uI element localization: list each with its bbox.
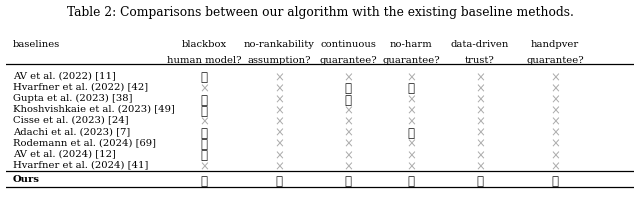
Text: ×: × xyxy=(475,83,485,96)
Text: guarantee?: guarantee? xyxy=(526,56,584,65)
Text: ×: × xyxy=(343,71,353,84)
Text: ✓: ✓ xyxy=(200,127,207,140)
Text: AV et al. (2024) [12]: AV et al. (2024) [12] xyxy=(13,149,116,158)
Text: ✓: ✓ xyxy=(345,83,352,96)
Text: ×: × xyxy=(343,105,353,118)
Text: ✓: ✓ xyxy=(345,94,352,107)
Text: ×: × xyxy=(475,138,485,151)
Text: ×: × xyxy=(275,105,284,118)
Text: ×: × xyxy=(550,116,560,129)
Text: ×: × xyxy=(275,149,284,162)
Text: guarantee?: guarantee? xyxy=(382,56,440,65)
Text: no-harm: no-harm xyxy=(390,40,432,49)
Text: ✓: ✓ xyxy=(345,175,352,188)
Text: ×: × xyxy=(275,160,284,173)
Text: ✓: ✓ xyxy=(200,138,207,151)
Text: ✓: ✓ xyxy=(408,83,415,96)
Text: Table 2: Comparisons between our algorithm with the existing baseline methods.: Table 2: Comparisons between our algorit… xyxy=(67,6,573,19)
Text: ×: × xyxy=(275,71,284,84)
Text: Gupta et al. (2023) [38]: Gupta et al. (2023) [38] xyxy=(13,94,132,103)
Text: ×: × xyxy=(406,138,416,151)
Text: ×: × xyxy=(199,83,209,96)
Text: ✓: ✓ xyxy=(200,105,207,118)
Text: ×: × xyxy=(475,160,485,173)
Text: Hvarfner et al. (2024) [41]: Hvarfner et al. (2024) [41] xyxy=(13,160,148,169)
Text: ×: × xyxy=(550,149,560,162)
Text: ×: × xyxy=(275,116,284,129)
Text: ×: × xyxy=(343,149,353,162)
Text: assumption?: assumption? xyxy=(248,56,311,65)
Text: ✓: ✓ xyxy=(552,175,559,188)
Text: Adachi et al. (2023) [7]: Adachi et al. (2023) [7] xyxy=(13,127,130,136)
Text: ✓: ✓ xyxy=(476,175,483,188)
Text: ×: × xyxy=(475,105,485,118)
Text: baselines: baselines xyxy=(13,40,60,49)
Text: ×: × xyxy=(550,71,560,84)
Text: ×: × xyxy=(406,105,416,118)
Text: ×: × xyxy=(343,160,353,173)
Text: ×: × xyxy=(406,160,416,173)
Text: ×: × xyxy=(343,138,353,151)
Text: ×: × xyxy=(550,94,560,107)
Text: ✓: ✓ xyxy=(408,127,415,140)
Text: ✓: ✓ xyxy=(200,94,207,107)
Text: handpver: handpver xyxy=(531,40,579,49)
Text: ✓: ✓ xyxy=(200,71,207,84)
Text: guarantee?: guarantee? xyxy=(319,56,377,65)
Text: ×: × xyxy=(406,149,416,162)
Text: Cisse et al. (2023) [24]: Cisse et al. (2023) [24] xyxy=(13,116,128,125)
Text: ×: × xyxy=(550,105,560,118)
Text: ×: × xyxy=(550,83,560,96)
Text: ×: × xyxy=(406,94,416,107)
Text: ×: × xyxy=(343,127,353,140)
Text: ×: × xyxy=(275,83,284,96)
Text: no-rankability: no-rankability xyxy=(244,40,315,49)
Text: ×: × xyxy=(550,160,560,173)
Text: Rodemann et al. (2024) [69]: Rodemann et al. (2024) [69] xyxy=(13,138,156,147)
Text: ×: × xyxy=(475,71,485,84)
Text: continuous: continuous xyxy=(320,40,376,49)
Text: ×: × xyxy=(475,127,485,140)
Text: data-driven: data-driven xyxy=(451,40,509,49)
Text: blackbox: blackbox xyxy=(181,40,227,49)
Text: ×: × xyxy=(199,160,209,173)
Text: ×: × xyxy=(475,116,485,129)
Text: ×: × xyxy=(475,149,485,162)
Text: ✓: ✓ xyxy=(200,175,207,188)
Text: ×: × xyxy=(406,116,416,129)
Text: ×: × xyxy=(275,138,284,151)
Text: ×: × xyxy=(343,116,353,129)
Text: Ours: Ours xyxy=(13,175,40,184)
Text: Hvarfner et al. (2022) [42]: Hvarfner et al. (2022) [42] xyxy=(13,83,148,91)
Text: ×: × xyxy=(406,71,416,84)
Text: ×: × xyxy=(275,127,284,140)
Text: ×: × xyxy=(199,116,209,129)
Text: ×: × xyxy=(550,127,560,140)
Text: trust?: trust? xyxy=(465,56,495,65)
Text: Khoshvishkaie et al. (2023) [49]: Khoshvishkaie et al. (2023) [49] xyxy=(13,105,175,114)
Text: ✓: ✓ xyxy=(200,149,207,162)
Text: AV et al. (2022) [11]: AV et al. (2022) [11] xyxy=(13,71,116,80)
Text: ×: × xyxy=(275,94,284,107)
Text: human model?: human model? xyxy=(166,56,241,65)
Text: ×: × xyxy=(550,138,560,151)
Text: ×: × xyxy=(475,94,485,107)
Text: ✓: ✓ xyxy=(276,175,283,188)
Text: ✓: ✓ xyxy=(408,175,415,188)
